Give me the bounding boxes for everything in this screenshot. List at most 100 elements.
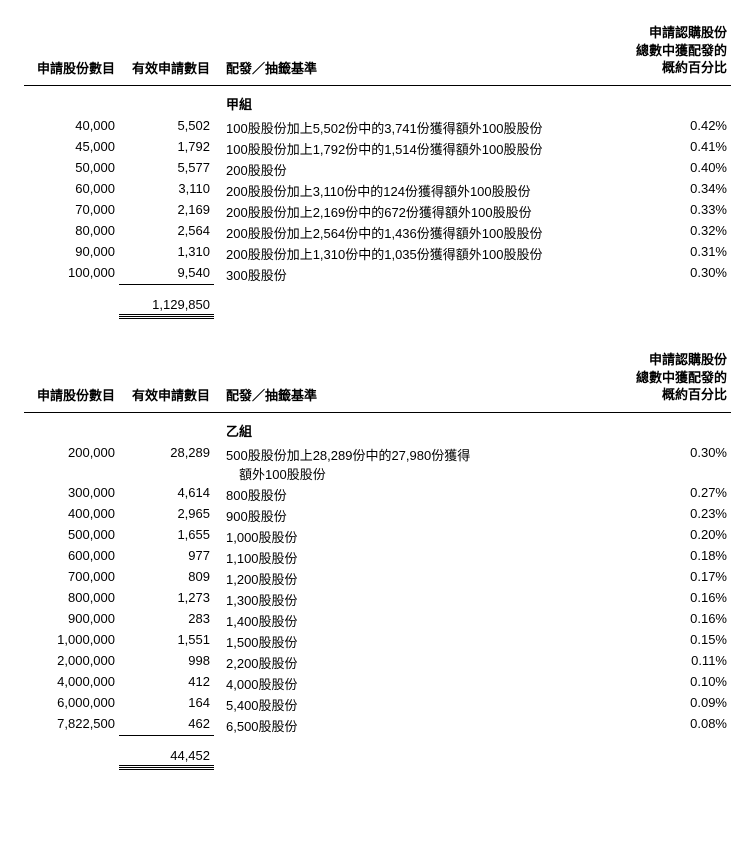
- cell-pct: 0.33%: [611, 201, 731, 222]
- cell-pct: 0.41%: [611, 138, 731, 159]
- cell-shares: 60,000: [24, 180, 119, 201]
- cell-pct: 0.09%: [611, 694, 731, 715]
- cell-shares: 50,000: [24, 159, 119, 180]
- cell-pct: 0.20%: [611, 526, 731, 547]
- cell-valid: 2,564: [119, 222, 214, 243]
- cell-shares: 7,822,500: [24, 715, 119, 736]
- cell-basis: 2,200股股份: [214, 652, 611, 673]
- cell-valid: 1,310: [119, 243, 214, 264]
- header-pct-line3: 概約百分比: [662, 60, 727, 75]
- table-header: 申請股份數目 有效申請數目 配發／抽籤基準 申請認購股份 總數中獲配發的 概約百…: [24, 347, 731, 412]
- cell-basis: 200股股份加上2,564份中的1,436份獲得額外100股股份: [214, 222, 611, 243]
- cell-basis: 1,400股股份: [214, 610, 611, 631]
- cell-pct: 0.34%: [611, 180, 731, 201]
- cell-valid: 977: [119, 547, 214, 568]
- header-pct-line1: 申請認購股份: [649, 352, 727, 367]
- cell-basis: 200股股份加上1,310份中的1,035份獲得額外100股股份: [214, 243, 611, 264]
- group-total: 44,452: [119, 738, 214, 766]
- allotment-table-group-b: 申請股份數目 有效申請數目 配發／抽籤基準 申請認購股份 總數中獲配發的 概約百…: [24, 347, 731, 770]
- cell-basis: 800股股份: [214, 484, 611, 505]
- cell-basis: 6,500股股份: [214, 715, 611, 736]
- cell-shares: 300,000: [24, 484, 119, 505]
- cell-shares: 90,000: [24, 243, 119, 264]
- cell-basis: 4,000股股份: [214, 673, 611, 694]
- cell-basis: 200股股份加上3,110份中的124份獲得額外100股股份: [214, 180, 611, 201]
- table-row: 4,000,0004124,000股股份0.10%: [24, 673, 731, 694]
- cell-basis: 200股股份加上2,169份中的672份獲得額外100股股份: [214, 201, 611, 222]
- header-pct-line2: 總數中獲配發的: [636, 370, 727, 385]
- cell-valid: 462: [119, 715, 214, 736]
- table-body-group-a: 甲組40,0005,502100股股份加上5,502份中的3,741份獲得額外1…: [24, 85, 731, 318]
- table-row: 45,0001,792100股股份加上1,792份中的1,514份獲得額外100…: [24, 138, 731, 159]
- table-row: 900,0002831,400股股份0.16%: [24, 610, 731, 631]
- table-row: 800,0001,2731,300股股份0.16%: [24, 589, 731, 610]
- cell-shares: 600,000: [24, 547, 119, 568]
- cell-pct: 0.18%: [611, 547, 731, 568]
- header-valid: 有效申請數目: [119, 20, 214, 85]
- cell-shares: 4,000,000: [24, 673, 119, 694]
- cell-shares: 400,000: [24, 505, 119, 526]
- cell-valid: 1,551: [119, 631, 214, 652]
- table-row: 100,0009,540300股股份0.30%: [24, 264, 731, 285]
- cell-shares: 100,000: [24, 264, 119, 285]
- cell-pct: 0.32%: [611, 222, 731, 243]
- table-row: 600,0009771,100股股份0.18%: [24, 547, 731, 568]
- cell-basis: 5,400股股份: [214, 694, 611, 715]
- cell-basis: 1,500股股份: [214, 631, 611, 652]
- cell-valid: 998: [119, 652, 214, 673]
- cell-shares: 200,000: [24, 444, 119, 484]
- group-title: 乙組: [214, 412, 611, 444]
- cell-valid: 28,289: [119, 444, 214, 484]
- cell-shares: 40,000: [24, 117, 119, 138]
- table-row: 500,0001,6551,000股股份0.20%: [24, 526, 731, 547]
- cell-shares: 1,000,000: [24, 631, 119, 652]
- header-pct-line3: 概約百分比: [662, 387, 727, 402]
- cell-shares: 800,000: [24, 589, 119, 610]
- cell-valid: 412: [119, 673, 214, 694]
- cell-valid: 1,273: [119, 589, 214, 610]
- cell-valid: 1,792: [119, 138, 214, 159]
- cell-valid: 1,655: [119, 526, 214, 547]
- cell-valid: 283: [119, 610, 214, 631]
- table-header: 申請股份數目 有效申請數目 配發／抽籤基準 申請認購股份 總數中獲配發的 概約百…: [24, 20, 731, 85]
- table-row: 6,000,0001645,400股股份0.09%: [24, 694, 731, 715]
- header-basis: 配發／抽籤基準: [214, 347, 611, 412]
- table-row: 400,0002,965900股股份0.23%: [24, 505, 731, 526]
- cell-valid: 2,965: [119, 505, 214, 526]
- cell-basis: 200股股份: [214, 159, 611, 180]
- cell-pct: 0.31%: [611, 243, 731, 264]
- table-row: 7,822,5004626,500股股份0.08%: [24, 715, 731, 736]
- header-valid: 有效申請數目: [119, 347, 214, 412]
- table-row: 2,000,0009982,200股股份0.11%: [24, 652, 731, 673]
- header-pct-line2: 總數中獲配發的: [636, 43, 727, 58]
- header-pct-line1: 申請認購股份: [649, 25, 727, 40]
- table-row: 700,0008091,200股股份0.17%: [24, 568, 731, 589]
- cell-valid: 164: [119, 694, 214, 715]
- cell-valid: 2,169: [119, 201, 214, 222]
- cell-basis: 100股股份加上1,792份中的1,514份獲得額外100股股份: [214, 138, 611, 159]
- cell-pct: 0.08%: [611, 715, 731, 736]
- cell-basis: 1,100股股份: [214, 547, 611, 568]
- group-total: 1,129,850: [119, 287, 214, 315]
- cell-valid: 4,614: [119, 484, 214, 505]
- table-row: 50,0005,577200股股份0.40%: [24, 159, 731, 180]
- cell-pct: 0.27%: [611, 484, 731, 505]
- cell-shares: 900,000: [24, 610, 119, 631]
- header-shares: 申請股份數目: [24, 20, 119, 85]
- cell-pct: 0.16%: [611, 589, 731, 610]
- table-row: 90,0001,310200股股份加上1,310份中的1,035份獲得額外100…: [24, 243, 731, 264]
- cell-pct: 0.15%: [611, 631, 731, 652]
- cell-basis: 100股股份加上5,502份中的3,741份獲得額外100股股份: [214, 117, 611, 138]
- cell-basis: 900股股份: [214, 505, 611, 526]
- header-basis: 配發／抽籤基準: [214, 20, 611, 85]
- cell-basis: 1,200股股份: [214, 568, 611, 589]
- table-row: 70,0002,169200股股份加上2,169份中的672份獲得額外100股股…: [24, 201, 731, 222]
- cell-pct: 0.17%: [611, 568, 731, 589]
- cell-shares: 2,000,000: [24, 652, 119, 673]
- cell-shares: 45,000: [24, 138, 119, 159]
- table-row: 200,00028,289500股股份加上28,289份中的27,980份獲得額…: [24, 444, 731, 484]
- table-row: 1,000,0001,5511,500股股份0.15%: [24, 631, 731, 652]
- cell-shares: 80,000: [24, 222, 119, 243]
- cell-pct: 0.30%: [611, 444, 731, 484]
- header-pct: 申請認購股份 總數中獲配發的 概約百分比: [611, 20, 731, 85]
